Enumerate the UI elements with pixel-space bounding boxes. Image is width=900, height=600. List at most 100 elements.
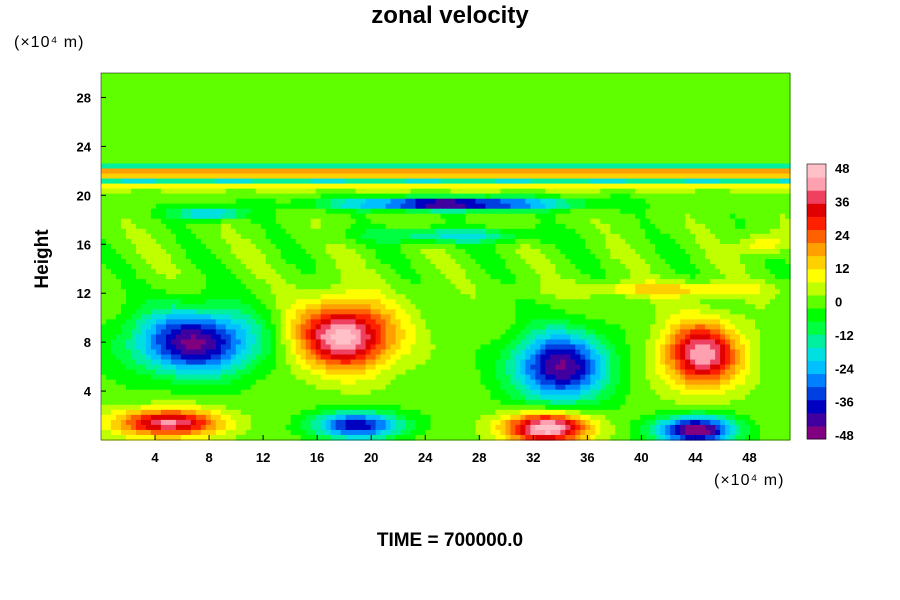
- contour-cell: [405, 153, 412, 160]
- contour-cell: [210, 173, 217, 180]
- contour-cell: [310, 73, 317, 79]
- contour-cell: [195, 108, 202, 114]
- contour-cell: [145, 158, 152, 165]
- contour-cell: [270, 248, 277, 255]
- contour-cell: [125, 123, 132, 129]
- contour-cell: [550, 133, 556, 139]
- contour-cell: [715, 198, 721, 205]
- contour-cell: [420, 218, 427, 225]
- contour-cell: [665, 118, 671, 124]
- contour-cell: [655, 113, 661, 119]
- contour-cell: [200, 248, 207, 255]
- contour-cell: [465, 128, 472, 134]
- contour-cell: [600, 243, 606, 250]
- contour-cell: [450, 178, 457, 185]
- contour-cell: [645, 153, 651, 160]
- contour-cell: [565, 238, 571, 245]
- contour-cell: [410, 178, 417, 185]
- contour-cell: [785, 113, 791, 119]
- contour-cell: [260, 88, 267, 94]
- contour-cell: [345, 83, 352, 89]
- contour-cell: [190, 118, 197, 124]
- contour-cell: [330, 188, 337, 195]
- contour-cell: [295, 83, 302, 89]
- contour-cell: [330, 133, 337, 139]
- contour-cell: [185, 118, 192, 124]
- contour-cell: [730, 143, 736, 150]
- contour-cell: [760, 173, 766, 180]
- contour-cell: [545, 113, 551, 119]
- contour-cell: [185, 98, 192, 104]
- contour-cell: [345, 93, 352, 99]
- contour-cell: [355, 148, 362, 155]
- contour-cell: [655, 138, 661, 144]
- contour-cell: [540, 193, 546, 200]
- contour-cell: [680, 98, 686, 104]
- contour-cell: [630, 208, 636, 215]
- contour-cell: [385, 143, 392, 150]
- contour-cell: [760, 213, 766, 220]
- contour-cell: [415, 103, 422, 109]
- contour-cell: [490, 158, 497, 165]
- contour-cell: [510, 203, 516, 210]
- contour-cell: [700, 88, 706, 94]
- contour-cell: [230, 178, 237, 185]
- contour-cell: [390, 133, 397, 139]
- contour-cell: [510, 78, 516, 84]
- contour-cell: [425, 233, 432, 240]
- contour-cell: [480, 108, 487, 114]
- contour-cell: [315, 78, 322, 84]
- contour-cell: [365, 78, 372, 84]
- contour-cell: [320, 238, 327, 245]
- contour-cell: [770, 163, 776, 170]
- contour-cell: [715, 83, 721, 89]
- contour-cell: [685, 198, 691, 205]
- contour-cell: [285, 243, 292, 250]
- contour-cell: [170, 223, 177, 230]
- contour-cell: [640, 168, 646, 175]
- contour-cell: [635, 78, 641, 84]
- contour-cell: [480, 188, 487, 195]
- contour-cell: [440, 78, 447, 84]
- contour-cell: [155, 138, 162, 144]
- contour-cell: [255, 243, 262, 250]
- contour-cell: [140, 228, 147, 235]
- contour-cell: [535, 143, 541, 150]
- contour-cell: [405, 128, 412, 134]
- contour-cell: [580, 83, 586, 89]
- contour-cell: [400, 83, 407, 89]
- contour-cell: [190, 233, 197, 240]
- contour-cell: [295, 123, 302, 129]
- contour-cell: [101, 128, 107, 134]
- contour-cell: [540, 233, 546, 240]
- contour-cell: [450, 78, 457, 84]
- contour-cell: [420, 133, 427, 139]
- contour-cell: [370, 178, 377, 185]
- contour-cell: [705, 223, 711, 230]
- contour-cell: [665, 178, 671, 185]
- contour-cell: [590, 108, 596, 114]
- contour-cell: [730, 203, 736, 210]
- contour-cell: [165, 173, 172, 180]
- contour-cell: [265, 173, 272, 180]
- contour-cell: [440, 198, 447, 205]
- contour-cell: [705, 158, 711, 165]
- contour-cell: [465, 98, 472, 104]
- contour-cell: [570, 208, 576, 215]
- contour-cell: [375, 218, 382, 225]
- contour-cell: [465, 183, 472, 190]
- contour-cell: [295, 178, 302, 185]
- contour-cell: [200, 148, 207, 155]
- contour-cell: [525, 128, 531, 134]
- contour-cell: [245, 163, 252, 170]
- contour-cell: [140, 173, 147, 180]
- contour-cell: [660, 208, 666, 215]
- contour-cell: [205, 143, 212, 150]
- contour-cell: [465, 123, 472, 129]
- contour-cell: [215, 253, 222, 260]
- contour-cell: [175, 168, 182, 175]
- contour-cell: [615, 213, 621, 220]
- contour-cell: [365, 138, 372, 144]
- contour-cell: [265, 163, 272, 170]
- contour-cell: [335, 233, 342, 240]
